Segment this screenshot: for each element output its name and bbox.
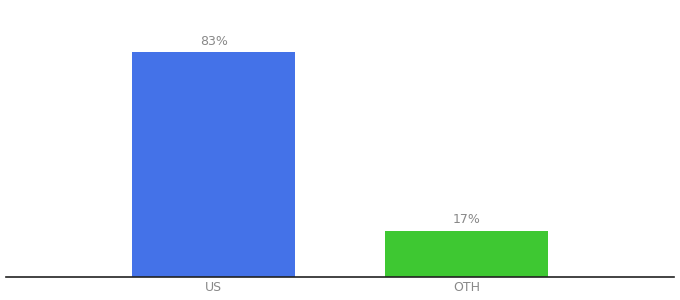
Text: 83%: 83% bbox=[200, 34, 228, 48]
Bar bbox=[132, 52, 295, 277]
Text: 17%: 17% bbox=[452, 213, 480, 226]
Bar bbox=[385, 230, 548, 277]
